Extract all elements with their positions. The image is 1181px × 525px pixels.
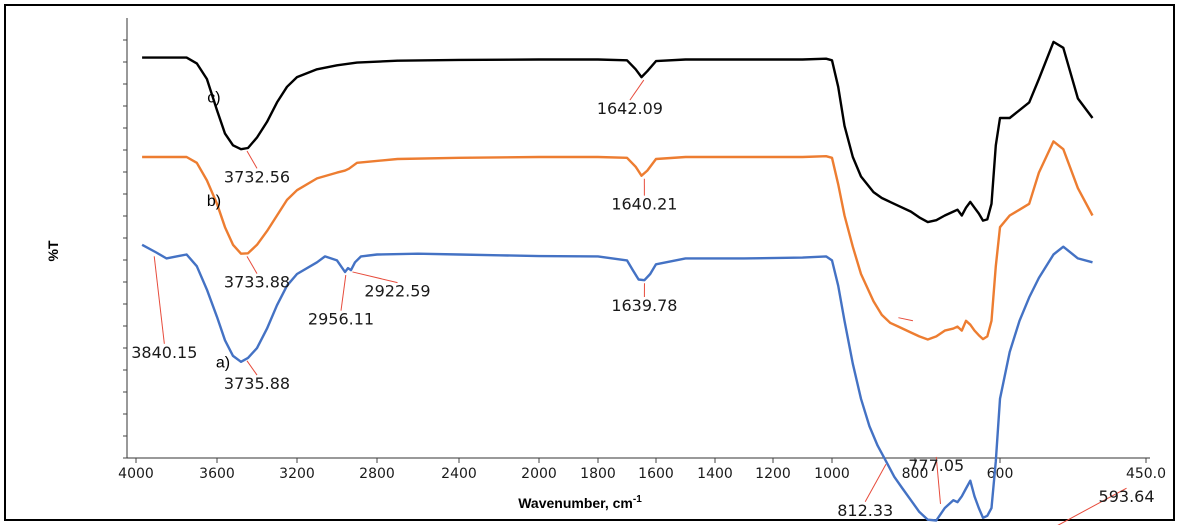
peak-label: 1642.09 [597, 99, 663, 118]
chart-frame [4, 4, 1175, 521]
peak-label: 3732.56 [224, 167, 290, 186]
peak-label: 2922.59 [364, 282, 430, 301]
curve-label: c) [207, 89, 220, 106]
x-tick-label: 2000 [521, 466, 557, 482]
annotation-leader [246, 360, 258, 376]
x-tick-label: 4000 [118, 466, 154, 482]
annotation-leader [153, 256, 165, 344]
peak-label: 593.64 [1099, 487, 1155, 506]
peak-label: 3733.88 [224, 273, 290, 292]
series-line-a [141, 243, 1093, 522]
annotation-leader [935, 456, 941, 505]
peak-annotations: 1642.09 3732.56 1640.21 3733.88 2922.59 2956.… [131, 79, 1155, 525]
x-axis-title-text: Wavenumber, cm [518, 495, 633, 511]
y-axis-title: %T [45, 240, 61, 261]
x-tick-label: 1200 [755, 466, 791, 482]
x-axis-title: Wavenumber, cm-1 [518, 494, 642, 511]
peak-label: 777.05 [908, 456, 964, 475]
x-tick-label: 1400 [697, 466, 733, 482]
annotation-leader [629, 79, 645, 101]
x-axis: 4000 3600 3200 2800 2400 2000 1800 1600 1400 1200… [118, 457, 1166, 482]
x-tick-label: 3200 [279, 466, 315, 482]
peak-label: 3840.15 [131, 343, 197, 362]
x-tick-label: 600 [987, 466, 1014, 482]
x-tick-label: 450.0 [1126, 466, 1166, 482]
annotation-leader [246, 150, 258, 169]
y-axis [123, 18, 128, 459]
x-tick-label: 1000 [814, 466, 850, 482]
x-tick-label: 3600 [199, 466, 235, 482]
peak-label: 1639.78 [611, 296, 677, 315]
series-line-b [142, 140, 1094, 341]
annotation-leader [340, 274, 347, 311]
annotation-leader [864, 463, 887, 503]
series-line-c [142, 40, 1094, 224]
x-tick-label: 2400 [441, 466, 477, 482]
x-axis-title-superscript: -1 [633, 494, 642, 505]
curve-label: a) [216, 355, 230, 372]
annotation-leader [352, 271, 398, 284]
annotation-leader [246, 256, 258, 274]
curve-labels: c) b) a) [207, 89, 230, 371]
curve-label: b) [207, 193, 221, 210]
peak-label: 3735.88 [224, 374, 290, 393]
x-tick-label: 1800 [580, 466, 616, 482]
peak-label: 2956.11 [308, 310, 374, 329]
series-group [141, 40, 1094, 522]
x-tick-label: 2800 [359, 466, 395, 482]
annotation-mark [898, 317, 914, 322]
annotation-leader [1057, 487, 1127, 525]
x-tick-label: 800 [902, 466, 929, 482]
peak-label: 812.33 [837, 501, 893, 520]
x-tick-label: 1600 [638, 466, 674, 482]
peak-label: 1640.21 [611, 195, 677, 214]
